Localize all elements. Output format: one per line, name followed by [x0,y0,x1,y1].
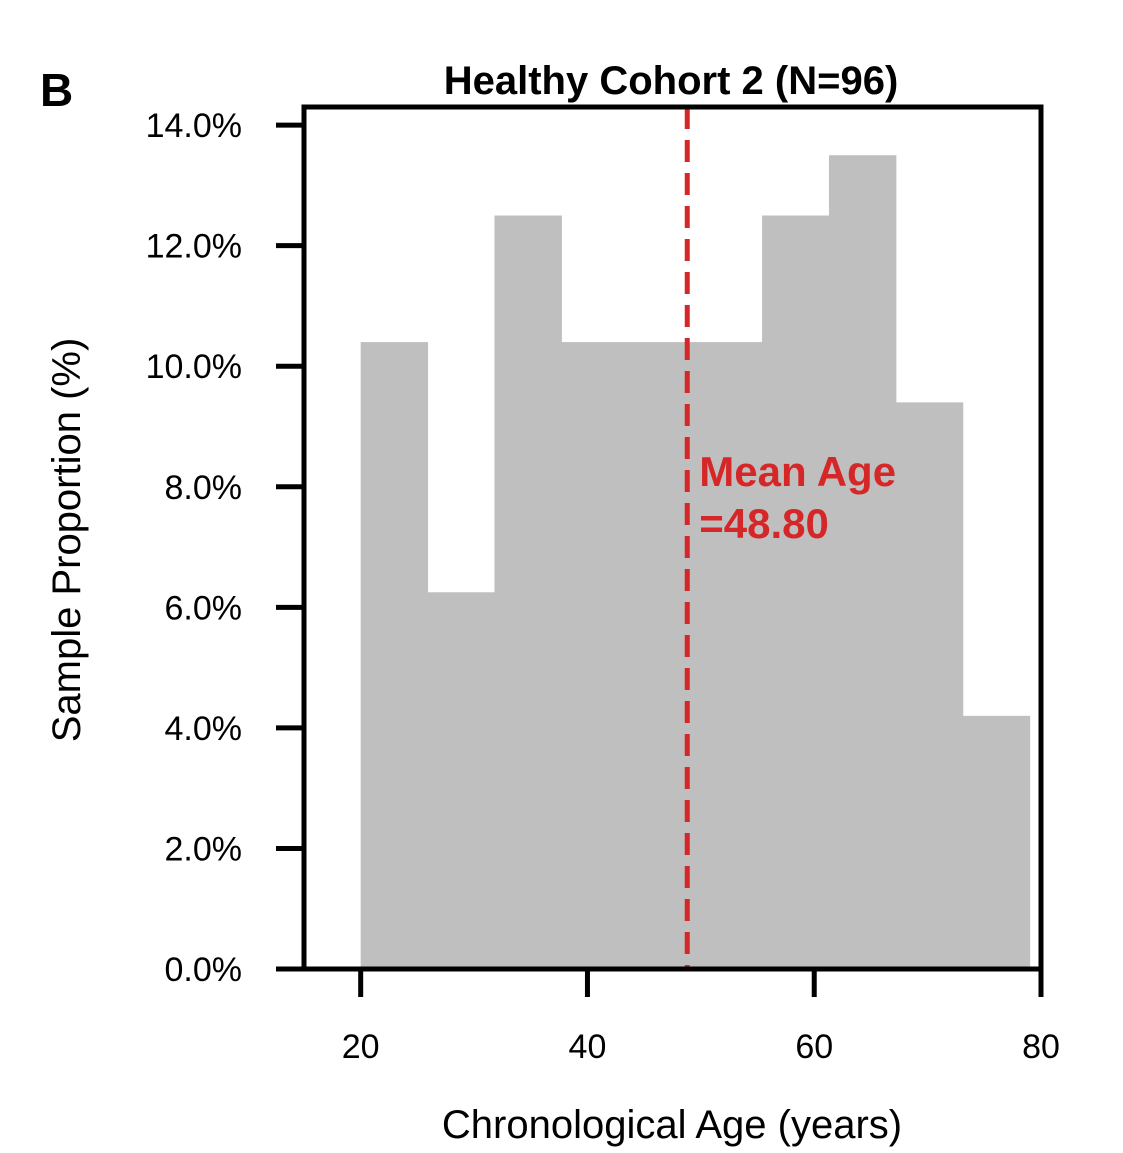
y-tick-label: 0.0% [165,951,243,989]
histogram-bar [828,155,897,970]
histogram-bar [762,215,830,969]
histogram-bar [628,342,696,970]
plot-frame [301,104,1044,972]
x-axis: 20 40 60 80 [342,969,1060,1066]
histogram-bar [695,342,763,970]
mean-layer: Mean Age =48.80 [684,107,896,969]
y-tick-label: 8.0% [165,469,243,507]
chart-title: Healthy Cohort 2 (N=96) [444,59,899,103]
y-tick-label: 4.0% [165,710,243,748]
histogram-bar [561,342,629,970]
panel-label: B [40,64,73,116]
y-tick-label: 10.0% [146,348,242,386]
y-tick-label: 14.0% [146,107,242,145]
mean-age-value: =48.80 [699,500,829,547]
x-tick-label: 80 [1022,1028,1060,1066]
x-axis-label: Chronological Age (years) [442,1103,902,1147]
x-tick-label: 40 [569,1028,607,1066]
histogram-bar [962,715,1031,969]
y-tick-label: 6.0% [165,589,243,627]
mean-age-annotation: Mean Age =48.80 [699,448,896,547]
mean-age-label: Mean Age [699,448,896,495]
y-axis-label: Sample Proportion (%) [45,338,89,743]
bars-layer [360,155,1031,970]
histogram-bar [494,215,562,969]
y-tick-label: 12.0% [146,228,242,266]
y-tick-label: 2.0% [165,830,243,868]
x-tick-label: 20 [342,1028,380,1066]
histogram-bar [360,342,429,970]
histogram-bar [895,402,964,969]
x-tick-label: 60 [795,1028,833,1066]
histogram-bar [427,592,495,969]
y-axis: 0.0% 2.0% 4.0% 6.0% 8.0% 10.0% 12.0% 14.0% [146,107,304,989]
